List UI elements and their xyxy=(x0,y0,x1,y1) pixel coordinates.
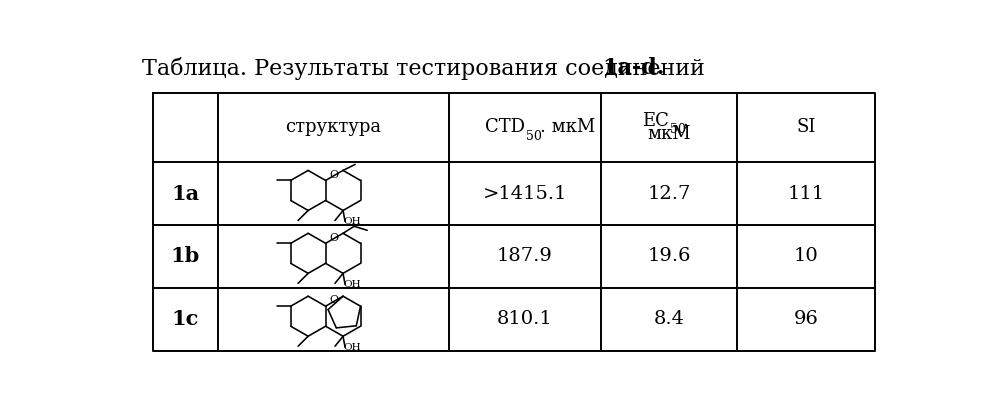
Text: .: . xyxy=(682,111,688,130)
Text: >1415.1: >1415.1 xyxy=(483,184,567,203)
Text: мкМ: мкМ xyxy=(647,126,690,144)
Text: 1a-d.: 1a-d. xyxy=(602,57,664,79)
Text: 1a: 1a xyxy=(171,184,200,204)
Text: 96: 96 xyxy=(793,310,818,328)
Text: OH: OH xyxy=(344,343,361,352)
Text: O: O xyxy=(330,170,339,180)
Text: . мкМ: . мкМ xyxy=(540,118,595,136)
Text: 810.1: 810.1 xyxy=(497,310,552,328)
Text: 111: 111 xyxy=(787,184,824,203)
Text: O: O xyxy=(330,296,339,306)
Text: CTD: CTD xyxy=(485,118,524,136)
Text: 1c: 1c xyxy=(172,309,199,329)
Text: структура: структура xyxy=(286,118,382,136)
Text: 50: 50 xyxy=(525,130,541,143)
Text: 12.7: 12.7 xyxy=(647,184,690,203)
Text: OH: OH xyxy=(344,280,361,289)
Text: EC: EC xyxy=(642,111,669,130)
Text: 50: 50 xyxy=(669,123,685,136)
Text: Таблица. Результаты тестирования соединений: Таблица. Результаты тестирования соедине… xyxy=(142,57,712,80)
Text: OH: OH xyxy=(344,217,361,226)
Text: 1b: 1b xyxy=(171,246,200,266)
Text: 19.6: 19.6 xyxy=(647,247,690,265)
Text: SI: SI xyxy=(796,118,816,136)
Text: 187.9: 187.9 xyxy=(497,247,552,265)
Text: 10: 10 xyxy=(794,247,818,265)
Text: 8.4: 8.4 xyxy=(653,310,684,328)
Text: O: O xyxy=(330,233,339,243)
